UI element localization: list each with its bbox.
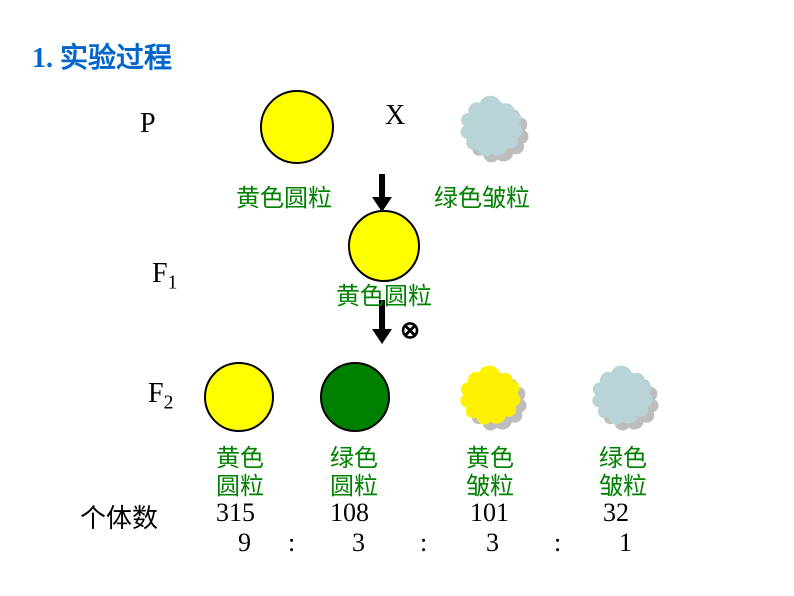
f2c-line2: 皱粒 xyxy=(466,466,514,501)
f2d-line2: 皱粒 xyxy=(599,466,647,501)
f2-green-wrinkled-icon xyxy=(586,360,656,430)
parent-green-wrinkled-icon xyxy=(454,90,526,162)
title: 1. 实验过程 xyxy=(32,36,172,76)
p1-phenotype: 黄色圆粒 xyxy=(236,178,332,213)
f2-yellow-round-icon xyxy=(204,362,274,432)
ratio-colon-3: : xyxy=(554,528,561,558)
ratio-4: 1 xyxy=(619,528,632,558)
count-3: 101 xyxy=(470,498,509,528)
arrow-p-to-f1-icon xyxy=(379,174,385,198)
p2-phenotype: 绿色皱粒 xyxy=(434,178,530,213)
ratio-2: 3 xyxy=(352,528,365,558)
diagram-root: { "title": {"text":"1. 实验过程","color":"#0… xyxy=(0,0,794,596)
f2b-line2: 圆粒 xyxy=(330,466,378,501)
ratio-1: 9 xyxy=(238,528,251,558)
count-4: 32 xyxy=(603,498,629,528)
count-label: 个体数 xyxy=(80,498,158,535)
ratio-3: 3 xyxy=(486,528,499,558)
label-F2: F2 xyxy=(148,378,173,415)
f2-yellow-wrinkled-icon xyxy=(454,360,524,430)
label-F1: F1 xyxy=(152,258,177,295)
self-cross-icon: ⊗ xyxy=(400,316,420,345)
parent-yellow-round-icon xyxy=(260,90,334,164)
label-X: X xyxy=(385,100,405,132)
f2a-line2: 圆粒 xyxy=(216,466,264,501)
count-1: 315 xyxy=(216,498,255,528)
count-2: 108 xyxy=(330,498,369,528)
ratio-colon-2: : xyxy=(420,528,427,558)
f1-phenotype: 黄色圆粒 xyxy=(336,276,432,311)
f2-green-round-icon xyxy=(320,362,390,432)
f1-yellow-round-icon xyxy=(348,210,420,282)
label-P: P xyxy=(140,108,156,140)
ratio-colon-1: : xyxy=(288,528,295,558)
